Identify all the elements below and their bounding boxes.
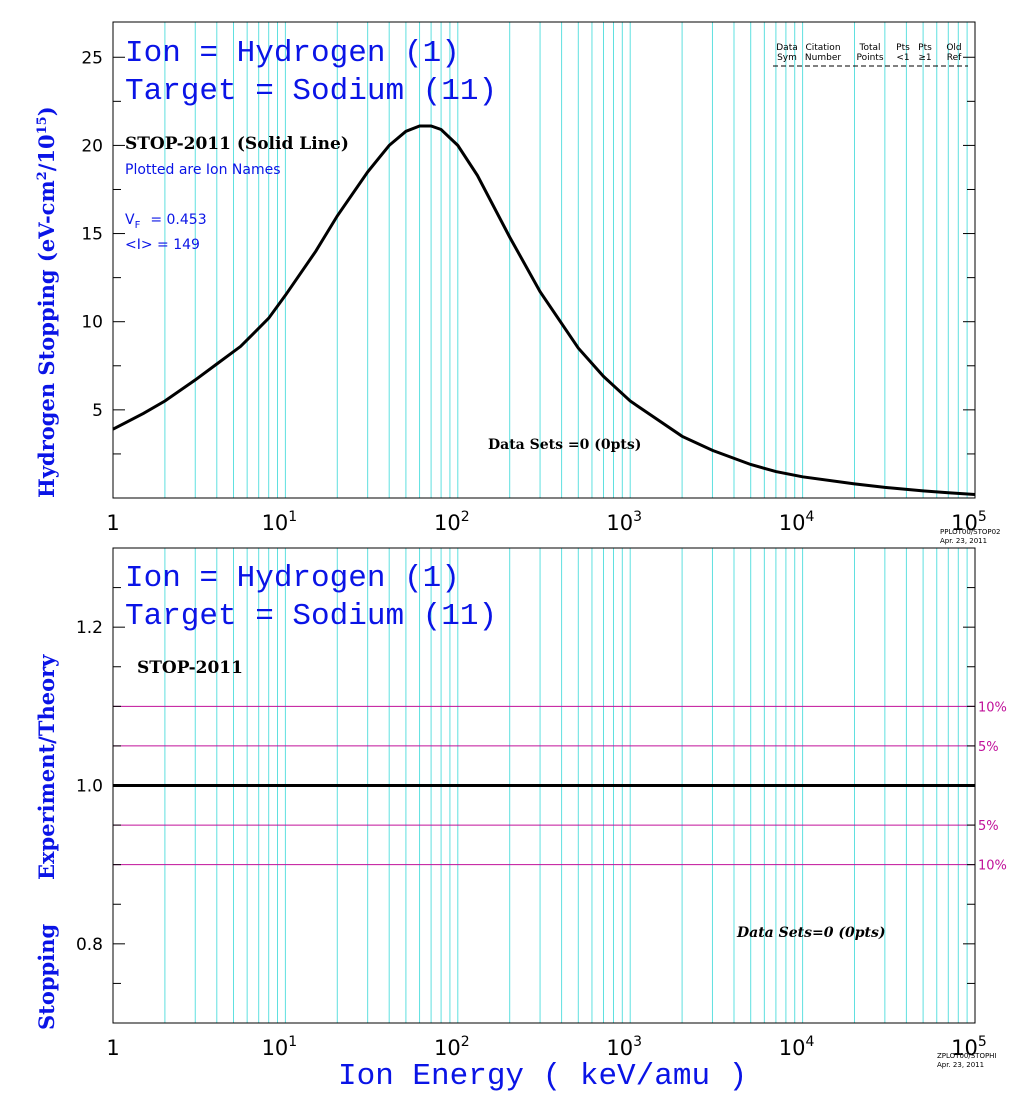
bottom-y-tick-label: 0.8 [76, 935, 103, 955]
top-y-tick-label: 20 [81, 136, 103, 156]
bottom-x-tick-labels: 1 101 102 103 104 105 [106, 1034, 987, 1060]
top-curve-label: STOP-2011 (Solid Line) [125, 134, 349, 154]
reference-label: 5% [978, 819, 999, 834]
top-title-ion: Ion = Hydrogen (1) [125, 36, 460, 71]
x-tick-label: 101 [262, 1034, 298, 1060]
top-stamp-line2: Apr. 23, 2011 [940, 537, 987, 545]
bottom-reference-lines: 10% 5% 5% 10% [113, 700, 1007, 874]
reference-label: 10% [978, 859, 1007, 874]
legend-header-line1: Data [776, 43, 798, 53]
x-tick-label: 1 [106, 511, 119, 535]
top-y-ticks: 5 10 15 20 25 [81, 48, 975, 455]
bottom-stamp-line1: ZPLOT00/STOPHI [937, 1052, 997, 1060]
legend-header-line1: Citation [805, 43, 840, 53]
top-data-sets: Data Sets =0 (0pts) [488, 437, 641, 453]
stop-2011-curve [112, 124, 976, 496]
bottom-chart-panel: 10%5%5%10% 0.81.01.2 Ion = Hydrogen (1) … [34, 547, 1007, 1094]
reference-label: 5% [978, 740, 999, 755]
bottom-title-ion: Ion = Hydrogen (1) [125, 561, 460, 596]
bottom-stamp-line2: Apr. 23, 2011 [937, 1061, 984, 1069]
bottom-curve-label: STOP-2011 [137, 658, 243, 678]
x-tick-label: 105 [951, 1034, 987, 1060]
top-y-tick-label: 25 [81, 48, 103, 68]
top-stamp-line1: PPLOT00/STOP02 [940, 528, 1001, 536]
reference-label: 10% [978, 700, 1007, 715]
top-y-tick-label: 15 [81, 225, 103, 245]
legend-header-line2: Number [805, 53, 841, 63]
mean-excitation-value: <I> = 149 [125, 237, 200, 253]
legend-header-line1: Pts [918, 43, 932, 53]
x-tick-label: 104 [779, 1034, 815, 1060]
top-title-target: Target = Sodium (11) [125, 74, 497, 109]
top-y-tick-label: 5 [92, 401, 103, 421]
legend-header-line2: Ref [947, 53, 962, 63]
vf-value: VF = 0.453 [125, 212, 207, 231]
legend-header-line2: Points [856, 53, 883, 63]
bottom-y-tick-label: 1.0 [76, 777, 103, 797]
bottom-title-target: Target = Sodium (11) [125, 599, 497, 634]
x-tick-label: 103 [606, 1034, 642, 1060]
legend-header-line2: ≥1 [918, 53, 931, 63]
top-x-tick-labels: 1 101 102 103 104 105 [106, 509, 987, 535]
bottom-y-axis-label-1: Stopping [34, 924, 59, 1030]
x-tick-label: 105 [951, 509, 987, 535]
x-tick-label: 103 [606, 509, 642, 535]
legend-header-line1: Total [858, 43, 880, 53]
legend-header-line1: Old [946, 43, 961, 53]
bottom-y-ticks: 0.8 1.0 1.2 [76, 587, 975, 984]
x-tick-label: 104 [779, 509, 815, 535]
x-tick-label: 101 [262, 509, 298, 535]
x-axis-label: Ion Energy ( keV/amu ) [338, 1059, 747, 1094]
top-plot-frame [112, 21, 976, 499]
x-tick-label: 102 [434, 509, 470, 535]
legend-table-header: DataSymCitationNumberTotalPointsPts<1Pts… [776, 43, 962, 63]
top-grid [164, 22, 968, 498]
top-y-axis-label: Hydrogen Stopping (eV-cm2/1015) [34, 106, 59, 498]
top-chart-panel: 5 10 15 20 25 Ion = Hydrogen (1) Target = So… [34, 21, 1001, 545]
top-y-tick-label: 10 [81, 313, 103, 333]
x-tick-label: 1 [106, 1036, 119, 1060]
bottom-data-sets: Data Sets=0 (0pts) [736, 925, 885, 941]
legend-header-line2: <1 [896, 53, 909, 63]
bottom-y-axis-label-2: Experiment/Theory [34, 654, 59, 880]
x-tick-label: 102 [434, 1034, 470, 1060]
legend-header-line2: Sym [777, 53, 797, 63]
legend-header-line1: Pts [896, 43, 910, 53]
bottom-y-tick-label: 1.2 [76, 618, 103, 638]
plotted-note: Plotted are Ion Names [125, 162, 281, 178]
